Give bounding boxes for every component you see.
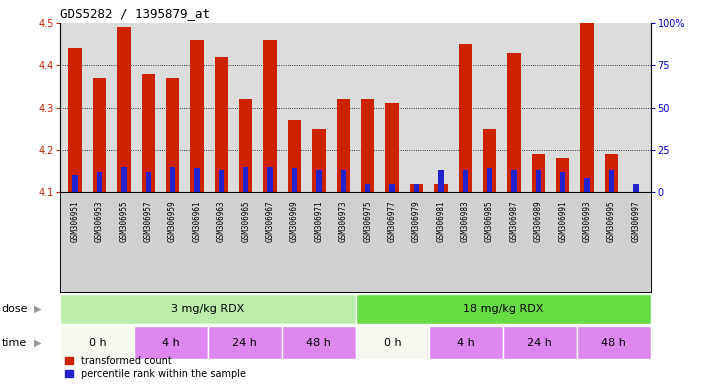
Bar [208,326,282,359]
Bar [365,184,370,192]
Text: GSM306971: GSM306971 [314,200,324,242]
Bar [556,158,570,192]
Bar [194,168,200,192]
Text: GSM306983: GSM306983 [461,200,470,242]
Bar [170,167,176,192]
Bar [239,99,252,192]
Bar [60,326,134,359]
Bar [73,175,77,192]
Text: GSM306991: GSM306991 [558,200,567,242]
Bar [243,167,248,192]
Text: GSM306963: GSM306963 [217,200,226,242]
Bar [605,154,619,192]
Bar [532,154,545,192]
Text: GSM306953: GSM306953 [95,200,104,242]
Bar [410,184,423,192]
Text: GSM306969: GSM306969 [290,200,299,242]
Bar [429,326,503,359]
Bar [92,78,106,192]
Text: 48 h: 48 h [306,338,331,348]
Text: GSM306987: GSM306987 [510,200,518,242]
Text: 0 h: 0 h [88,338,106,348]
Bar [215,57,228,192]
Bar [414,184,419,192]
Bar [459,44,472,192]
Bar [385,103,399,192]
Text: 4 h: 4 h [457,338,475,348]
Bar [292,168,297,192]
Bar [264,40,277,192]
Bar [535,170,541,192]
Text: GSM306957: GSM306957 [144,200,153,242]
Text: GDS5282 / 1395879_at: GDS5282 / 1395879_at [60,7,210,20]
Bar [634,184,638,192]
Text: GSM306959: GSM306959 [168,200,177,242]
Bar [146,172,151,192]
Bar [121,167,127,192]
Bar [390,184,395,192]
Bar [483,129,496,192]
Text: GSM306977: GSM306977 [387,200,397,242]
Text: GSM306961: GSM306961 [193,200,201,242]
Bar [438,170,444,192]
Text: GSM306951: GSM306951 [70,200,80,242]
Bar [434,184,447,192]
Bar [584,179,590,192]
Bar [282,326,356,359]
Text: 0 h: 0 h [383,338,401,348]
Bar [511,170,517,192]
Bar [341,170,346,192]
Text: time: time [1,338,27,348]
Bar [267,167,273,192]
Text: GSM306979: GSM306979 [412,200,421,242]
Text: 18 mg/kg RDX: 18 mg/kg RDX [463,304,543,314]
Text: GSM306973: GSM306973 [339,200,348,242]
Bar [134,326,208,359]
Bar [356,294,651,324]
Text: 48 h: 48 h [602,338,626,348]
Text: dose: dose [1,304,28,314]
Bar [336,99,350,192]
Text: ▶: ▶ [34,304,42,314]
Text: GSM306955: GSM306955 [119,200,129,242]
Text: 3 mg/kg RDX: 3 mg/kg RDX [171,304,245,314]
Text: GSM306967: GSM306967 [266,200,274,242]
Bar [356,326,429,359]
Bar [141,74,155,192]
Bar [316,170,321,192]
Bar [312,129,326,192]
Bar [463,170,468,192]
Text: 24 h: 24 h [232,338,257,348]
Text: 24 h: 24 h [528,338,552,348]
Bar [288,120,301,192]
Text: GSM306981: GSM306981 [437,200,445,242]
Legend: transformed count, percentile rank within the sample: transformed count, percentile rank withi… [65,356,246,379]
Bar [560,172,565,192]
Text: GSM306989: GSM306989 [534,200,543,242]
Text: 4 h: 4 h [162,338,180,348]
Text: GSM306985: GSM306985 [485,200,494,242]
Text: GSM306965: GSM306965 [241,200,250,242]
Bar [68,48,82,192]
Bar [503,326,577,359]
Bar [577,326,651,359]
Bar [117,27,131,192]
Bar [166,78,179,192]
Bar [609,170,614,192]
Bar [361,99,375,192]
Text: ▶: ▶ [34,338,42,348]
Bar [97,172,102,192]
Text: GSM306997: GSM306997 [631,200,641,242]
Bar [580,23,594,192]
Bar [60,294,356,324]
Text: GSM306995: GSM306995 [607,200,616,242]
Text: GSM306975: GSM306975 [363,200,372,242]
Bar [487,168,492,192]
Text: GSM306993: GSM306993 [582,200,592,242]
Bar [508,53,520,192]
Bar [191,40,203,192]
Bar [219,170,224,192]
